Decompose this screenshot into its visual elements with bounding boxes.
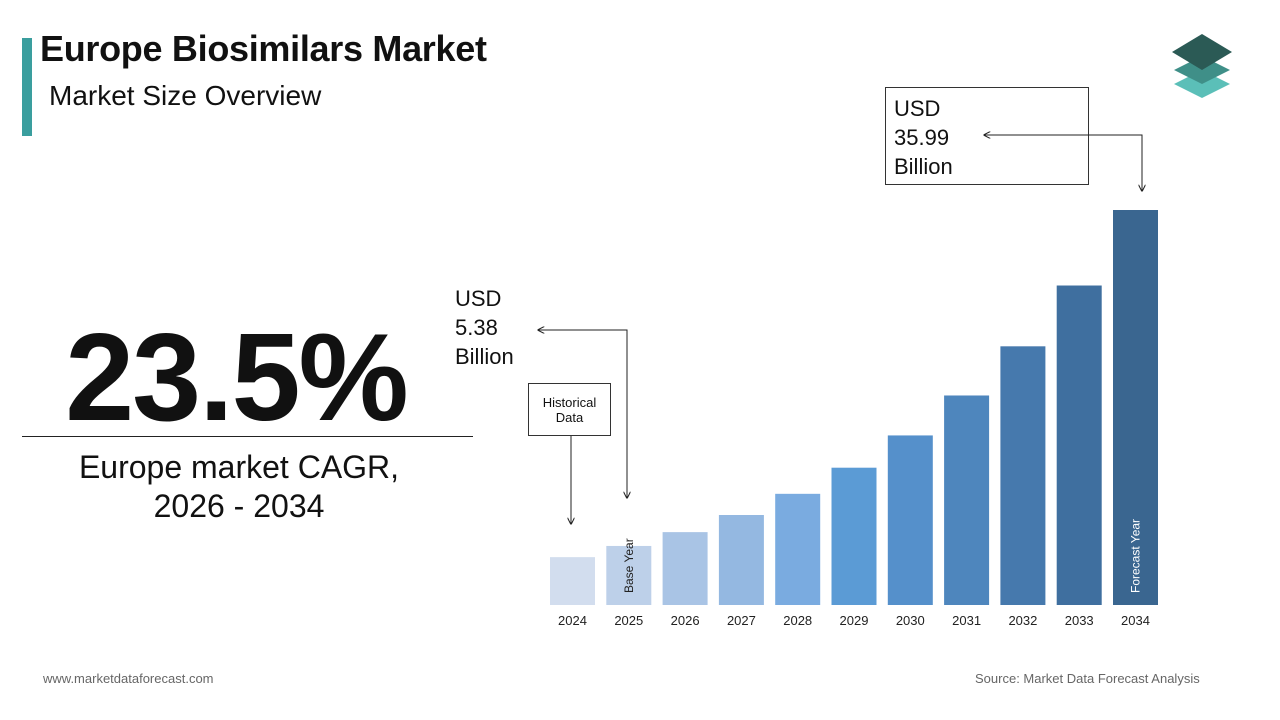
end-value-callout: USD 35.99 Billion bbox=[894, 94, 953, 181]
footer-website: www.marketdataforecast.com bbox=[43, 671, 214, 686]
end-callout-arrow bbox=[984, 135, 1142, 191]
bar-2033 bbox=[1056, 285, 1102, 605]
x-tick-label-2033: 2033 bbox=[1065, 613, 1094, 628]
start-value-callout: USD 5.38 Billion bbox=[455, 284, 514, 371]
cagr-caption-line2: 2026 - 2034 bbox=[153, 488, 325, 524]
start-callout-currency: USD bbox=[455, 286, 502, 311]
x-tick-label-2024: 2024 bbox=[558, 613, 587, 628]
x-tick-label-2026: 2026 bbox=[671, 613, 700, 628]
x-tick-label-2029: 2029 bbox=[840, 613, 869, 628]
end-callout-value: 35.99 bbox=[894, 125, 950, 150]
cagr-divider bbox=[22, 436, 473, 437]
bar-2030 bbox=[887, 435, 933, 605]
bar-2026 bbox=[662, 532, 708, 605]
bar-2034 bbox=[1113, 210, 1158, 605]
cagr-value: 23.5% bbox=[65, 309, 409, 447]
x-tick-label-2031: 2031 bbox=[952, 613, 981, 628]
page-title: Europe Biosimilars Market bbox=[40, 28, 487, 69]
title-accent-bar bbox=[22, 38, 32, 136]
stacked-layers-icon bbox=[1172, 34, 1232, 98]
end-callout-currency: USD bbox=[894, 96, 941, 121]
bar-2031 bbox=[944, 395, 990, 605]
bar-2024 bbox=[550, 557, 595, 605]
x-tick-label-2032: 2032 bbox=[1008, 613, 1037, 628]
footer-source: Source: Market Data Forecast Analysis bbox=[975, 671, 1200, 686]
x-tick-label-2028: 2028 bbox=[783, 613, 812, 628]
bar-2027 bbox=[718, 515, 764, 605]
x-tick-label-2034: 2034 bbox=[1121, 613, 1150, 628]
x-tick-label-2025: 2025 bbox=[614, 613, 643, 628]
bar-annotation-2034: Forecast Year bbox=[1129, 519, 1143, 593]
start-callout-arrow bbox=[538, 330, 627, 498]
bar-2032 bbox=[1000, 346, 1046, 605]
page-subtitle: Market Size Overview bbox=[49, 80, 322, 111]
x-tick-label-2027: 2027 bbox=[727, 613, 756, 628]
cagr-caption-line1: Europe market CAGR, bbox=[78, 449, 400, 485]
cagr-caption: Europe market CAGR, 2026 - 2034 bbox=[22, 448, 456, 526]
bar-2028 bbox=[775, 493, 821, 605]
end-callout-unit: Billion bbox=[894, 154, 953, 179]
start-callout-unit: Billion bbox=[455, 344, 514, 369]
bar-2025 bbox=[606, 545, 652, 605]
start-callout-value: 5.38 bbox=[455, 315, 498, 340]
bar-annotation-2025: Base Year bbox=[622, 538, 636, 593]
x-tick-label-2030: 2030 bbox=[896, 613, 925, 628]
bar-2029 bbox=[831, 467, 877, 605]
